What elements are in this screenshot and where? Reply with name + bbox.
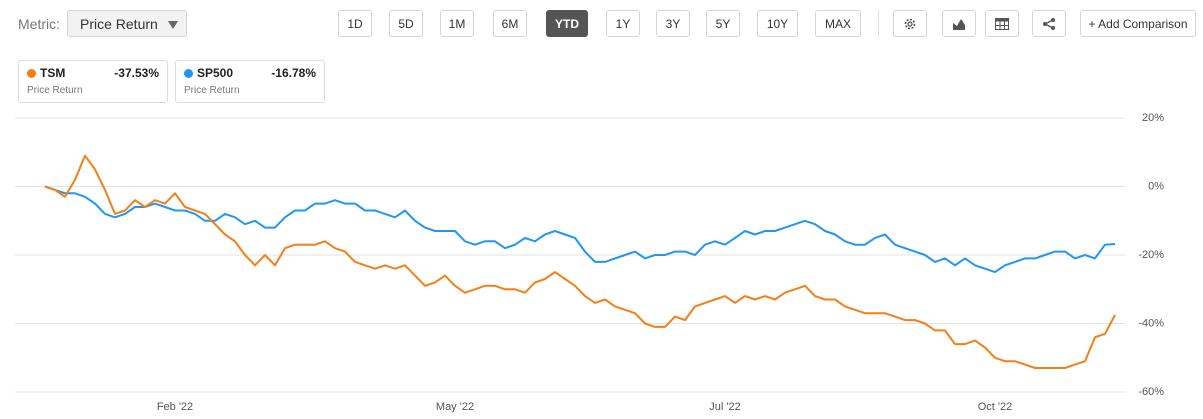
table-icon: [995, 17, 1009, 30]
chart-type-button[interactable]: [942, 10, 976, 37]
x-tick-label: Oct '22: [978, 401, 1013, 413]
share-icon: [1043, 17, 1055, 30]
range-button[interactable]: 6M: [493, 10, 527, 37]
metric-dropdown[interactable]: Price Return: [67, 10, 187, 37]
separator: [878, 10, 879, 37]
legend-dot: [184, 69, 193, 78]
table-button[interactable]: [985, 10, 1019, 37]
range-button[interactable]: 5Y: [706, 10, 740, 37]
range-button[interactable]: YTD: [546, 10, 588, 37]
y-tick-label: 20%: [1142, 112, 1164, 124]
metric-value: Price Return: [80, 15, 158, 32]
gear-icon: [904, 18, 916, 29]
series-line: [44, 154, 1116, 369]
y-tick-label: 0%: [1148, 180, 1164, 192]
range-button[interactable]: MAX: [815, 10, 861, 37]
range-button[interactable]: 3Y: [656, 10, 690, 37]
x-tick-label: Jul '22: [709, 401, 740, 413]
range-button[interactable]: 10Y: [757, 10, 798, 37]
x-tick-label: Feb '22: [157, 401, 193, 413]
range-button[interactable]: 1M: [440, 10, 474, 37]
series-line: [44, 185, 1116, 274]
range-button[interactable]: 1D: [338, 10, 372, 37]
y-tick-label: -60%: [1138, 386, 1164, 398]
legend-metric: Price Return: [184, 85, 240, 96]
share-button[interactable]: [1032, 10, 1066, 37]
dropdown-arrow: [168, 21, 178, 29]
range-button[interactable]: 5D: [389, 10, 423, 37]
chart-icon: [953, 18, 965, 30]
x-tick-label: May '22: [436, 401, 474, 413]
legend-card: TSM -37.53% Price Return: [18, 60, 168, 103]
range-button[interactable]: 1Y: [606, 10, 640, 37]
legend-name: SP500: [197, 66, 234, 80]
metric-label: Metric:: [18, 16, 60, 32]
legend-metric: Price Return: [27, 85, 83, 96]
legend-change: -37.53%: [114, 66, 159, 80]
settings-button[interactable]: [893, 10, 927, 37]
legend-name: TSM: [40, 66, 66, 80]
legend-card: SP500 -16.78% Price Return: [175, 60, 325, 103]
legend-dot: [27, 69, 36, 78]
y-tick-label: -40%: [1138, 317, 1164, 329]
y-tick-label: -20%: [1138, 249, 1164, 261]
add-comparison-button[interactable]: + Add Comparison: [1080, 10, 1196, 37]
legend-change: -16.78%: [271, 66, 316, 80]
